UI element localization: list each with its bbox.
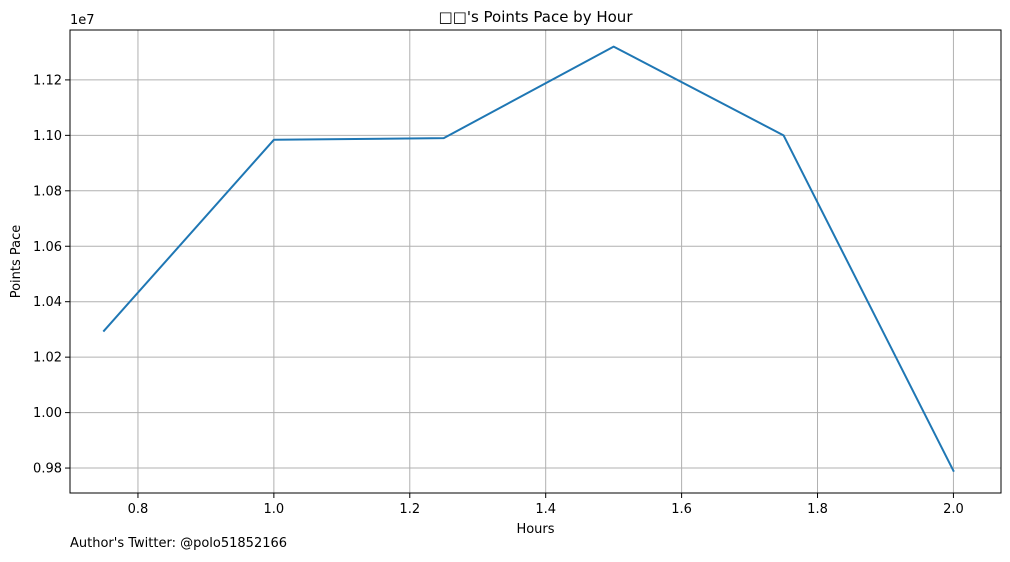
x-tick-label: 1.8	[807, 502, 828, 517]
y-axis: 0.98 1.00 1.02 1.04 1.06 1.08 1.10 1.12	[33, 73, 70, 477]
y-axis-label: Points Pace	[9, 225, 24, 299]
x-tick-label: 1.2	[399, 502, 420, 517]
x-tick-label: 2.0	[943, 502, 964, 517]
chart-title: □□'s Points Pace by Hour	[439, 8, 634, 26]
x-tick-label: 0.8	[128, 502, 149, 517]
series-layer	[102, 45, 955, 473]
y-tick-label: 1.08	[33, 184, 62, 199]
y-offset-label: 1e7	[70, 13, 95, 28]
x-axis: 0.8 1.0 1.2 1.4 1.6 1.8 2.0	[128, 493, 964, 517]
plot-frame	[69, 29, 1002, 494]
x-tick-label: 1.0	[264, 502, 285, 517]
x-tick-label: 1.4	[535, 502, 556, 517]
x-tick-label: 1.6	[671, 502, 692, 517]
series-line	[102, 45, 955, 473]
y-tick-label: 0.98	[33, 462, 62, 477]
grid	[70, 30, 1001, 493]
x-axis-label: Hours	[516, 522, 554, 537]
y-tick-label: 1.06	[33, 240, 62, 255]
y-tick-label: 1.02	[33, 351, 62, 366]
y-tick-label: 1.00	[33, 406, 62, 421]
y-tick-label: 1.10	[33, 129, 62, 144]
y-tick-label: 1.04	[33, 295, 62, 310]
y-tick-label: 1.12	[33, 73, 62, 88]
author-credit: Author's Twitter: @polo51852166	[70, 536, 288, 551]
